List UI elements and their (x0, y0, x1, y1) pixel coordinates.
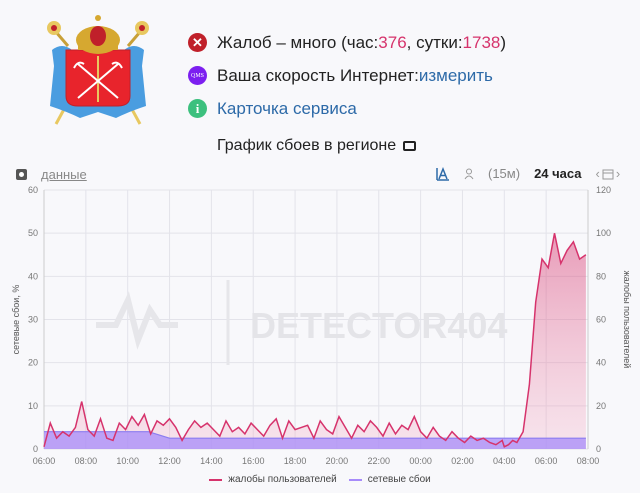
chart-title-text: График сбоев в регионе (217, 137, 397, 154)
legend-swatch-network (348, 478, 362, 481)
y-right-tick-label: 20 (596, 401, 606, 411)
x-tick-label: 06:00 (535, 456, 558, 466)
complaints-line (43, 233, 587, 448)
x-tick-label: 22:00 (368, 456, 391, 466)
legend-swatch-complaints (209, 478, 223, 481)
watermark-pulse-icon (96, 291, 178, 350)
y-left-axis-label: сетевые сбои, % (11, 285, 21, 355)
complaints-text-suffix: ) (500, 32, 507, 52)
y-left-tick-label: 40 (28, 271, 38, 281)
monitor-icon[interactable] (403, 141, 417, 151)
y-right-tick-label: 0 (596, 444, 601, 454)
service-card-link[interactable]: Карточка сервиса (217, 98, 357, 118)
chart-toolbar-right: (15м) 24 часа ‹ › (436, 166, 634, 181)
network-outages-area (44, 431, 586, 449)
x-tick-label: 06:00 (33, 456, 56, 466)
y-left-tick-label: 20 (28, 358, 38, 368)
x-tick-label: 12:00 (158, 456, 181, 466)
x-tick-label: 00:00 (409, 456, 432, 466)
data-link[interactable]: данные (41, 167, 87, 182)
x-tick-label: 08:00 (75, 456, 98, 466)
complaints-area (44, 233, 586, 449)
chart-toolbar-left: данные (16, 167, 87, 182)
calendar-nav: ‹ › (596, 166, 621, 181)
legend-label-complaints: жалобы пользователей (228, 474, 337, 485)
legend-item-network[interactable]: сетевые сбои (348, 474, 431, 485)
y-left-tick-label: 30 (28, 315, 38, 325)
x-tick-label: 10:00 (116, 456, 139, 466)
network-outages-line (44, 431, 586, 439)
complaints-status-row: ✕ Жалоб – много (час: 376 , сутки: 1738 … (188, 26, 506, 59)
y-right-tick-label: 120 (596, 185, 611, 195)
prev-chevron-icon[interactable]: ‹ (595, 166, 600, 181)
x-tick-label: 14:00 (200, 456, 223, 466)
speed-test-row: QMS Ваша скорость Интернет: измерить (188, 59, 506, 92)
chart-legend: жалобы пользователей сетевые сбои (0, 474, 640, 485)
area-chart-toggle-icon[interactable] (436, 166, 450, 181)
next-chevron-icon[interactable]: › (615, 166, 621, 181)
x-tick-label: 16:00 (242, 456, 265, 466)
y-right-tick-label: 40 (596, 358, 606, 368)
complaints-text-prefix: Жалоб – много (час: (217, 32, 379, 52)
interval-15m-button[interactable]: (15м) (488, 166, 521, 181)
camera-icon[interactable] (16, 169, 27, 180)
qms-icon: QMS (188, 66, 207, 85)
y-left-tick-label: 60 (28, 185, 38, 195)
user-icon[interactable] (464, 168, 474, 180)
complaints-day-value: 1738 (462, 32, 501, 52)
measure-link[interactable]: измерить (418, 65, 493, 85)
outage-chart[interactable]: 0 0 10 20 20 40 30 60 40 80 50 100 60 120 06:00 08:00 10… (0, 180, 640, 470)
chart-title: График сбоев в регионе (217, 137, 417, 155)
y-right-axis-label: жалобы пользователей (622, 271, 632, 369)
x-tick-label: 20:00 (326, 456, 349, 466)
complaints-hour-value: 376 (378, 32, 407, 52)
watermark-text: DETECTOR404 (250, 305, 507, 346)
y-left-tick-label: 0 (33, 444, 38, 454)
speed-test-text: Ваша скорость Интернет: (217, 65, 419, 85)
service-card-row: i Карточка сервиса (188, 92, 506, 125)
x-tick-label: 08:00 (577, 456, 600, 466)
y-left-tick-label: 10 (28, 401, 38, 411)
status-panel: ✕ Жалоб – много (час: 376 , сутки: 1738 … (188, 26, 506, 125)
calendar-icon[interactable] (602, 168, 614, 180)
error-x-icon: ✕ (188, 33, 207, 52)
y-left-tick-label: 50 (28, 228, 38, 238)
x-tick-label: 18:00 (284, 456, 307, 466)
legend-item-complaints[interactable]: жалобы пользователей (209, 474, 337, 485)
x-tick-label: 04:00 (493, 456, 516, 466)
legend-label-network: сетевые сбои (367, 474, 431, 485)
coat-of-arms-icon (47, 15, 149, 125)
y-right-tick-label: 60 (596, 315, 606, 325)
complaints-text-mid: , сутки: (406, 32, 463, 52)
info-icon: i (188, 99, 207, 118)
y-right-tick-label: 80 (596, 271, 606, 281)
period-24h-button[interactable]: 24 часа (534, 166, 582, 181)
y-right-tick-label: 100 (596, 228, 611, 238)
x-tick-label: 02:00 (451, 456, 474, 466)
